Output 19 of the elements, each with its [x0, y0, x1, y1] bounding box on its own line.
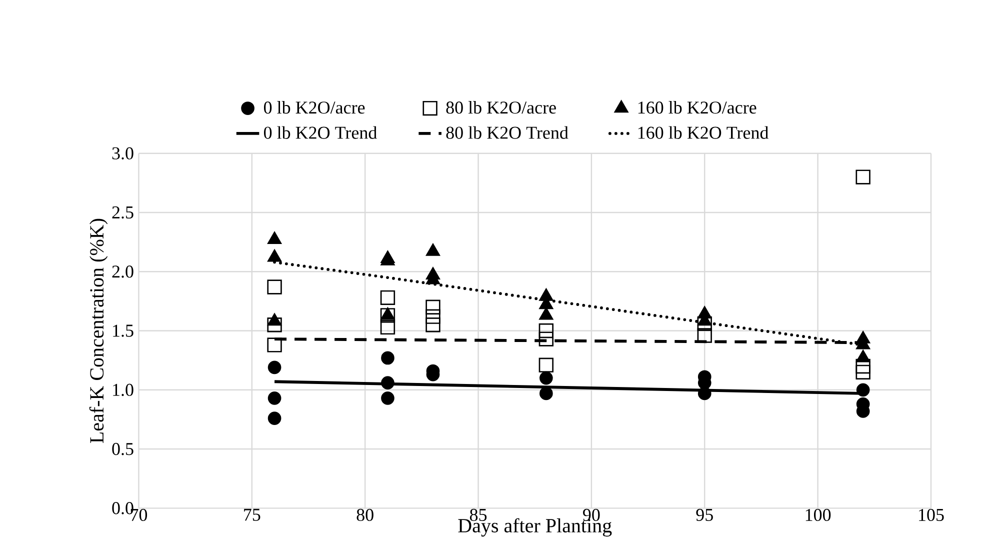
y-tick-label: 3.0: [112, 147, 134, 160]
legend-label: 160 lb K2O Trend: [638, 126, 769, 139]
y-tick-label: 1.5: [113, 324, 134, 337]
y-tick-label: 1.0: [113, 384, 134, 396]
y-axis-title: Leaf-K Concentration (%K): [89, 218, 108, 444]
legend-label: 0 lb K2O Trend: [264, 126, 377, 139]
y-tick-label: 2.5: [112, 206, 134, 219]
legend-label: 80 lb K2O Trend: [446, 126, 568, 139]
y-tick-label: 2.0: [112, 266, 134, 278]
x-tick-label: 75: [244, 508, 260, 521]
legend-label: 80 lb K2O/acre: [446, 101, 556, 114]
x-tick-label: 80: [356, 508, 374, 522]
x-tick-label: 85: [470, 508, 487, 522]
legend-label: 0 lb K2O/acre: [264, 101, 365, 114]
x-tick-label: 95: [696, 508, 713, 522]
legend-label: 160 lb K2O/acre: [638, 101, 756, 114]
y-tick-label: 0.5: [112, 442, 134, 456]
x-tick-label: 105: [919, 508, 944, 522]
x-tick-label: 100: [806, 508, 831, 522]
